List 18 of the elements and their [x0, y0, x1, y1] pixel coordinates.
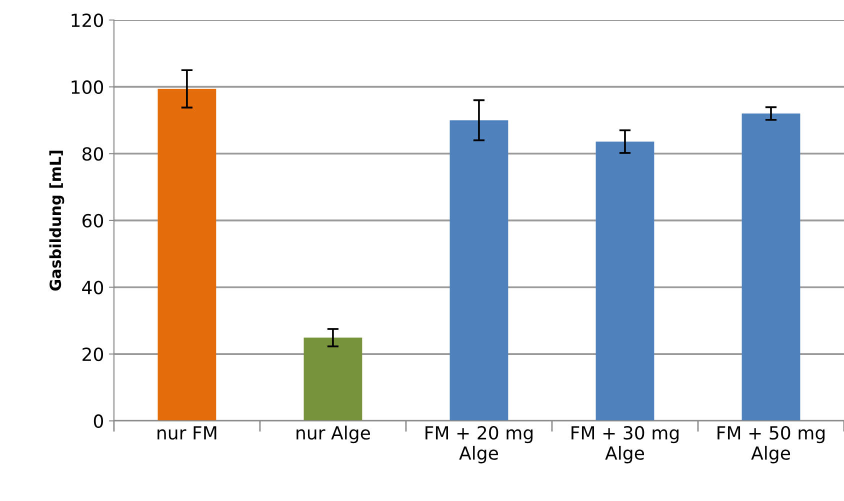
x-tick-label: nur Alge	[296, 426, 370, 444]
x-tick-label: FM + 20 mg Alge	[426, 426, 532, 464]
bar	[158, 88, 216, 421]
bar	[742, 114, 800, 421]
x-tick-label: nur FM	[158, 426, 216, 440]
x-tick-label: FM + 50 mg Alge	[718, 426, 825, 464]
y-tick-label: 80	[82, 147, 104, 161]
y-tick-label: 60	[82, 214, 104, 228]
bar	[596, 142, 654, 421]
y-tick-label: 20	[82, 348, 104, 362]
bar	[304, 338, 362, 421]
bar	[450, 120, 508, 421]
y-axis-title: Gasbildung [mL]	[49, 150, 64, 291]
y-tick-label: 100	[72, 80, 104, 94]
y-tick-label: 40	[82, 280, 104, 294]
x-tick-label: FM + 30 mg Alge	[572, 426, 679, 464]
y-tick-label: 0	[94, 414, 104, 428]
y-tick-label: 120	[72, 14, 104, 28]
